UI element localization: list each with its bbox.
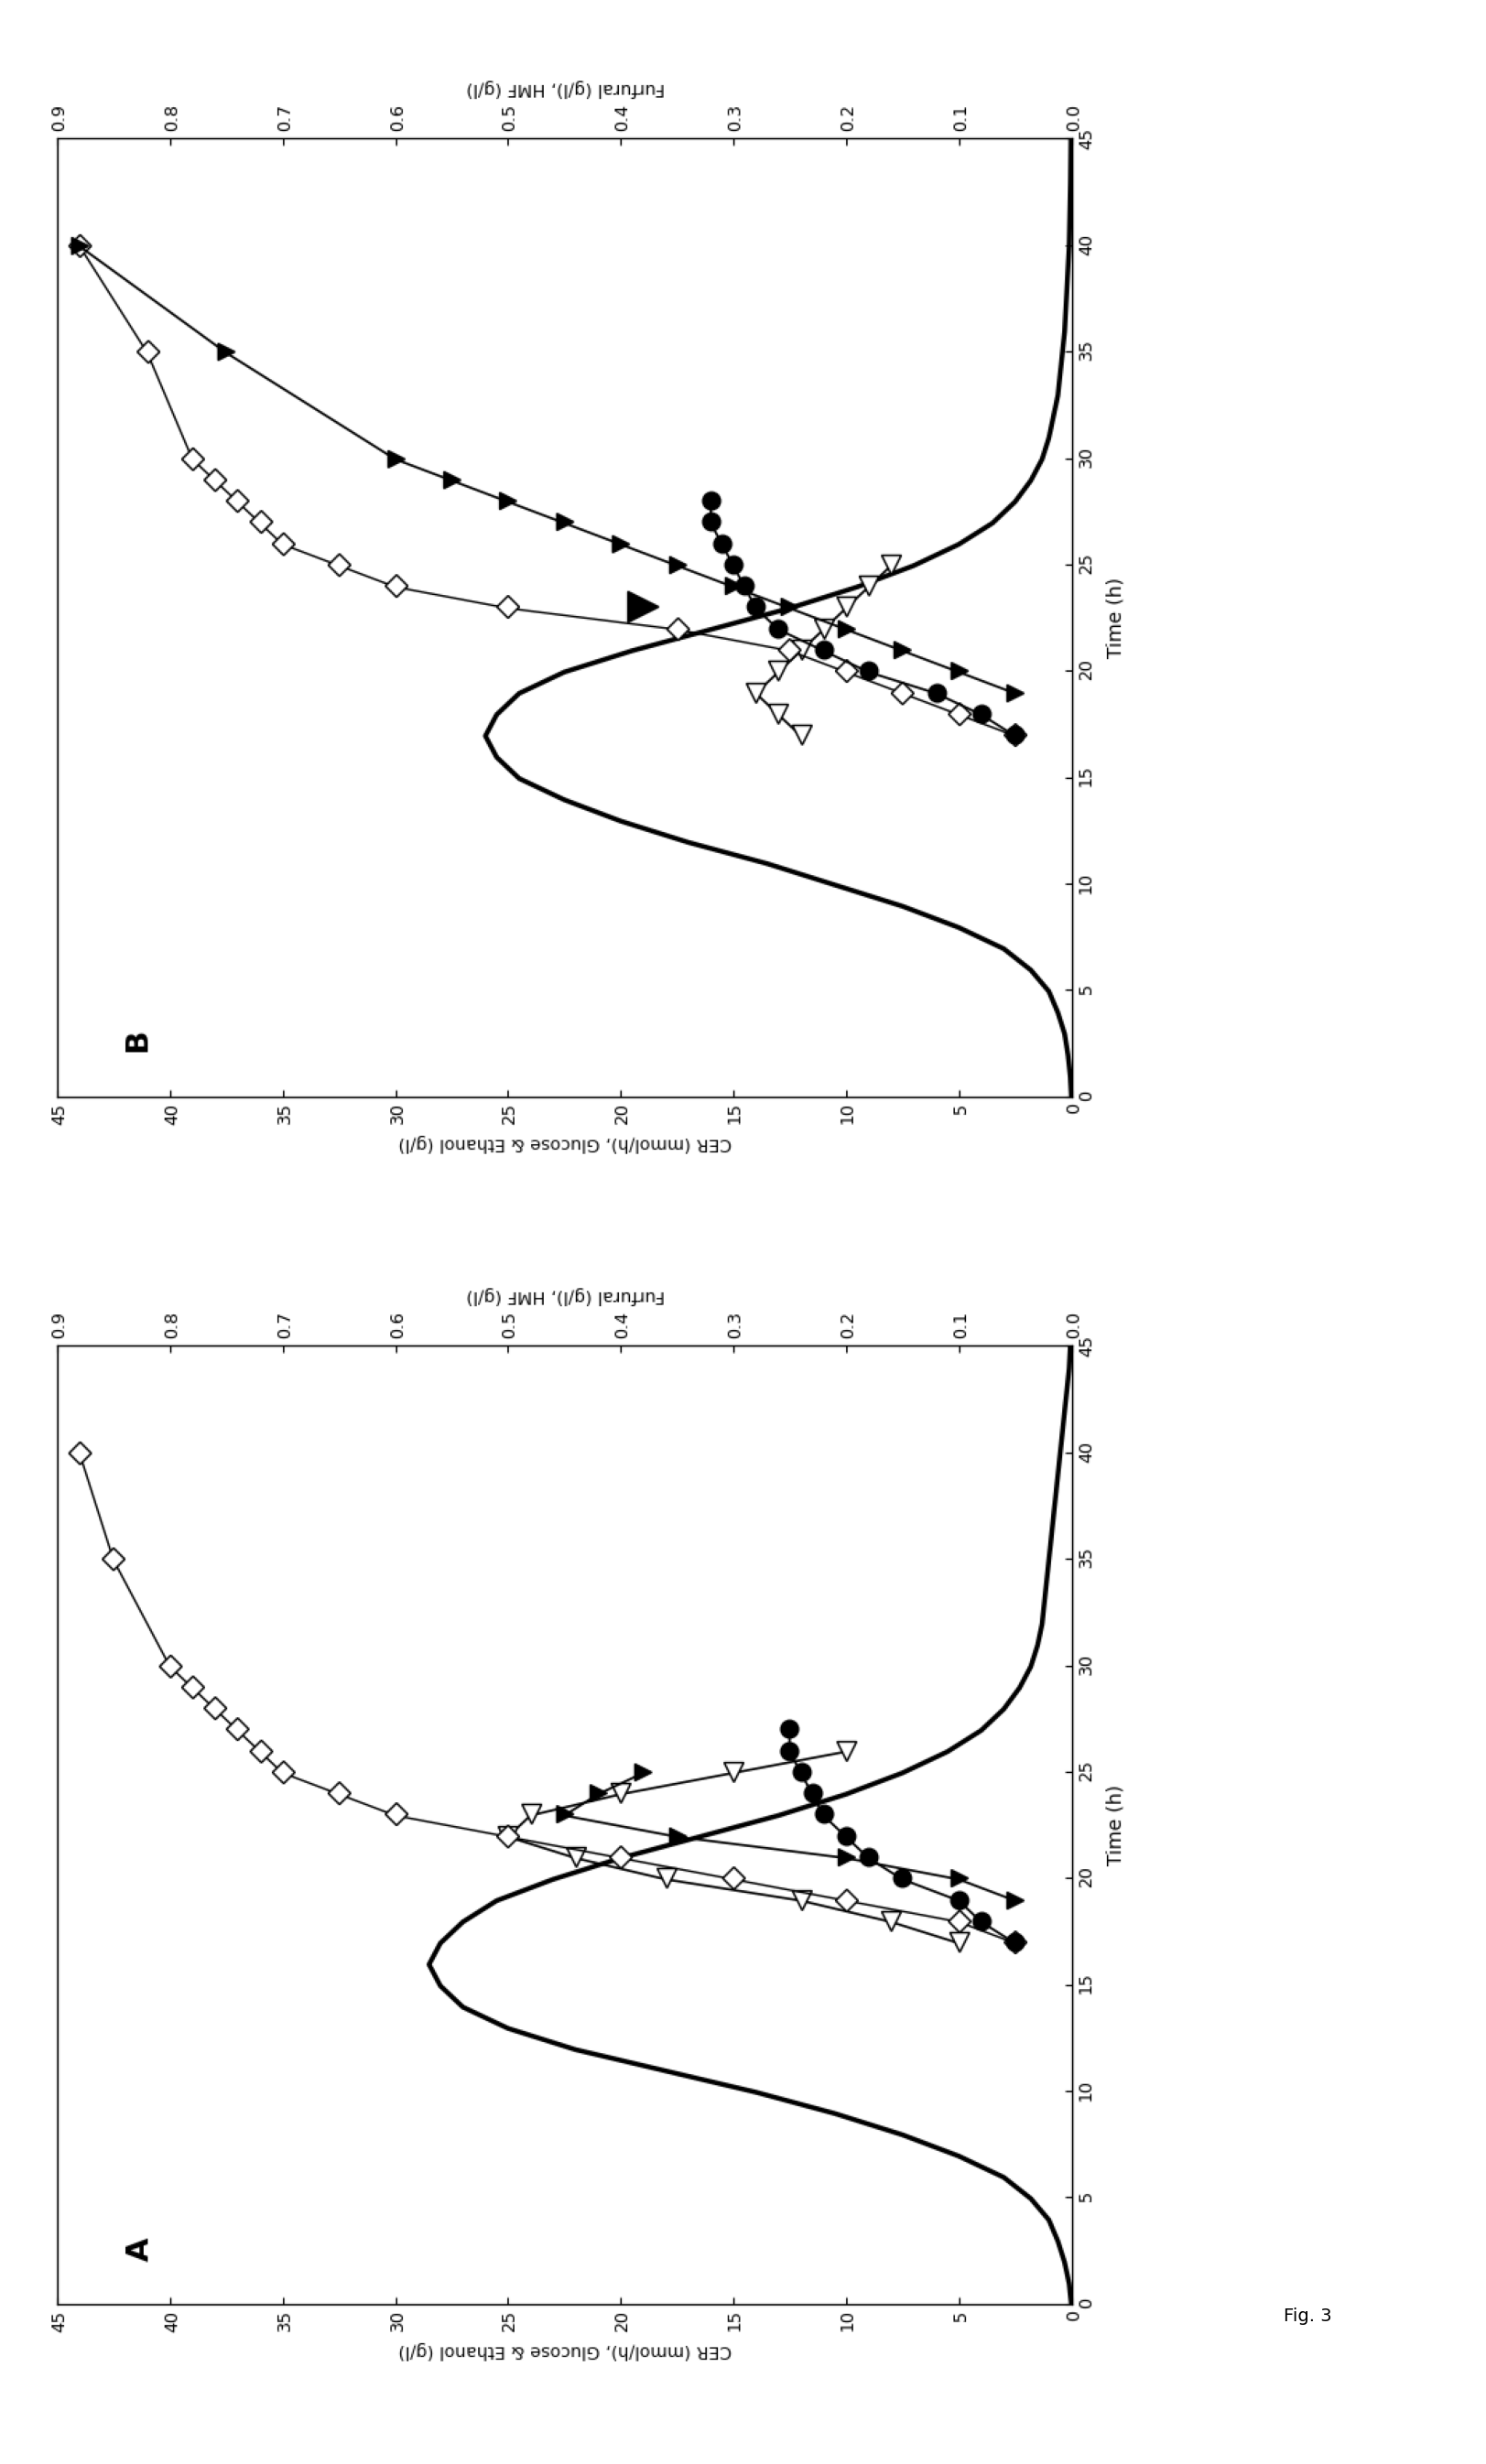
Text: Fig. 3: Fig. 3 [1284,2306,1331,2326]
